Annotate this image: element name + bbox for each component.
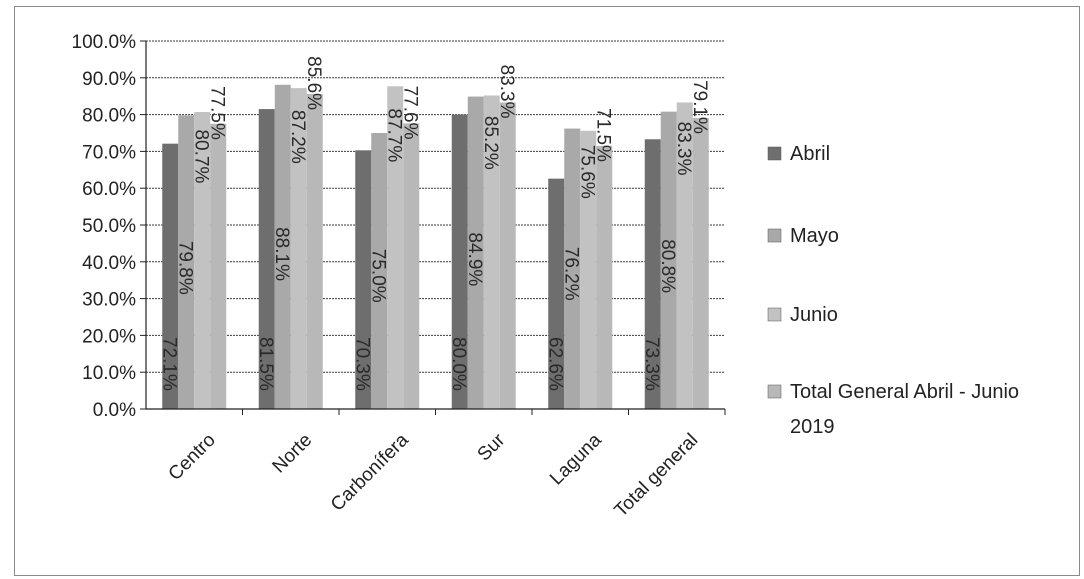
bar-3: [483, 95, 500, 410]
bar-2: [371, 133, 388, 409]
x-axis: Centro Norte Carbonífera Sur Laguna Total gen…: [146, 408, 726, 522]
bar-3: [676, 102, 693, 410]
legend-label: Abril: [790, 143, 830, 165]
bar-1: [548, 178, 565, 409]
y-axis: 0.0% 10.0% 20.0% 30.0% 40.0% 50.0% 60.0% 70.0% 8…: [72, 32, 147, 421]
data-label: 81.5%: [255, 337, 276, 391]
data-label: 71.5%: [592, 108, 613, 162]
bar-2: [660, 111, 677, 409]
data-labels: 72.1% 79.8% 80.7%77.5% 81.5% 88.1% 87.2%85.6%…: [158, 56, 710, 391]
bar-1: [451, 114, 468, 409]
y-tick-label: 10.0%: [82, 363, 136, 384]
bar-4: [306, 93, 323, 409]
data-label: 80.7%: [190, 129, 211, 183]
bar-4: [596, 145, 613, 409]
bar-2: [178, 115, 195, 409]
data-label: 80.0%: [448, 337, 469, 391]
data-label: 88.1%: [271, 227, 292, 281]
data-label: 75.0%: [367, 249, 388, 303]
gridlines: [146, 40, 725, 410]
bar-3: [580, 130, 597, 410]
y-tick-label: 60.0%: [82, 179, 136, 200]
bar-1: [258, 109, 275, 409]
legend-label: Junio: [790, 304, 838, 326]
x-category-label: Sur: [474, 429, 510, 465]
data-label: 87.7%: [383, 108, 404, 162]
bar-2: [467, 96, 484, 410]
y-tick-label: 70.0%: [82, 142, 136, 163]
y-tick-label: 20.0%: [82, 326, 136, 347]
bar-1: [644, 139, 661, 410]
bar-4: [692, 117, 709, 410]
data-label: 77.6%: [399, 86, 420, 140]
x-category-label: Norte: [269, 430, 317, 478]
y-tick-label: 0.0%: [93, 400, 136, 421]
data-label: 83.3%: [673, 122, 694, 176]
x-category-label: Laguna: [546, 429, 606, 489]
data-label: 77.5%: [206, 86, 227, 140]
bar-3: [387, 86, 404, 409]
y-tick-label: 90.0%: [82, 69, 136, 90]
legend-swatch: [767, 228, 782, 243]
x-category-label: Carbonífera: [327, 429, 413, 515]
data-label: 80.8%: [657, 239, 678, 293]
bar-4: [403, 123, 420, 409]
data-label: 75.6%: [576, 145, 597, 199]
y-tick-label: 40.0%: [82, 253, 136, 274]
bar-3: [290, 88, 307, 409]
legend-swatch: [767, 384, 782, 399]
legend: Abril Mayo Junio Total General Abril - Juni…: [767, 143, 1019, 438]
data-label: 79.8%: [174, 241, 195, 295]
data-label: 79.1%: [689, 80, 710, 134]
data-label: 76.2%: [560, 247, 581, 301]
bar-4: [210, 123, 227, 410]
bars: [162, 84, 709, 410]
bar-2: [564, 128, 581, 410]
data-label: 70.3%: [351, 337, 372, 391]
data-label: 72.1%: [158, 337, 179, 391]
bar-4: [499, 102, 516, 410]
data-label: 73.3%: [641, 337, 662, 391]
y-tick-label: 100.0%: [72, 32, 137, 53]
legend-swatch: [767, 307, 782, 322]
bar-1: [355, 150, 372, 409]
bar-1: [162, 143, 179, 409]
data-label: 87.2%: [287, 110, 308, 164]
data-label: 83.3%: [496, 65, 517, 119]
data-label: 62.6%: [544, 337, 565, 391]
bar-2: [274, 84, 291, 410]
data-label: 85.2%: [480, 116, 501, 170]
x-category-label: Total general: [611, 430, 703, 522]
legend-label: Mayo: [790, 225, 839, 247]
y-tick-label: 30.0%: [82, 290, 136, 311]
data-label: 85.6%: [303, 56, 324, 110]
legend-swatch: [767, 146, 782, 161]
y-tick-label: 80.0%: [82, 106, 136, 127]
y-tick-label: 50.0%: [82, 216, 136, 237]
bar-3: [194, 112, 211, 410]
x-category-label: Centro: [165, 430, 220, 485]
legend-label: 2019: [790, 416, 835, 438]
data-label: 84.9%: [464, 232, 485, 286]
legend-label: Total General Abril - Junio: [790, 381, 1019, 403]
